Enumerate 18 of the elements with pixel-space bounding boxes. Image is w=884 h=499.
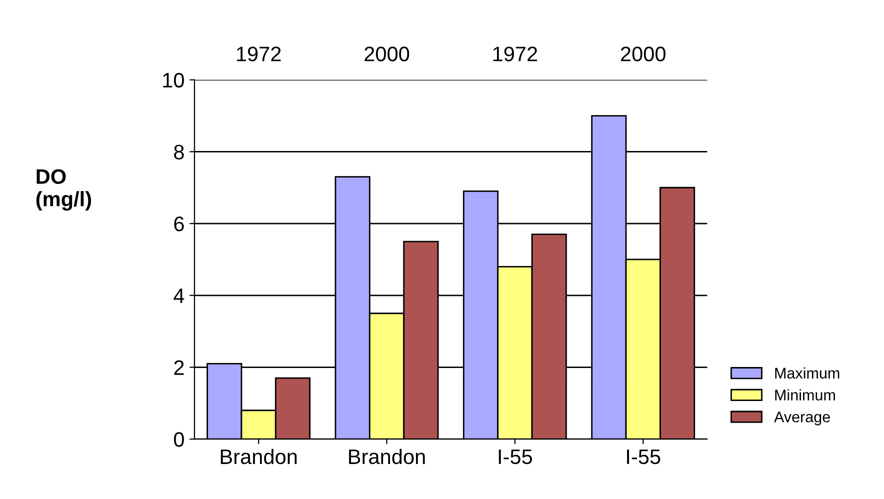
x-tick-label: Brandon bbox=[220, 448, 297, 464]
x-tick-label: I-55 bbox=[627, 450, 660, 464]
y-tick-label: 2 bbox=[174, 360, 184, 375]
x-tick-label: Brandon bbox=[349, 448, 425, 464]
y-tick-label: 0 bbox=[174, 432, 184, 447]
text: 1972 bbox=[236, 46, 281, 62]
y-tick-label: 10 bbox=[163, 72, 184, 88]
legend-label: Maximum bbox=[775, 367, 840, 379]
x-tick-label: I-55 bbox=[498, 450, 532, 464]
y-tick-label: 4 bbox=[174, 288, 184, 303]
y-tick-label: 6 bbox=[174, 216, 184, 232]
text: 2000 bbox=[620, 46, 666, 62]
legend-label: Average bbox=[774, 412, 830, 426]
y-tick-label: 8 bbox=[174, 144, 184, 160]
text: 2000 bbox=[364, 46, 410, 62]
y-axis-title: DO (mg/l) bbox=[36, 169, 92, 211]
legend-label: Minimum bbox=[775, 389, 835, 400]
text: 1972 bbox=[493, 46, 538, 62]
